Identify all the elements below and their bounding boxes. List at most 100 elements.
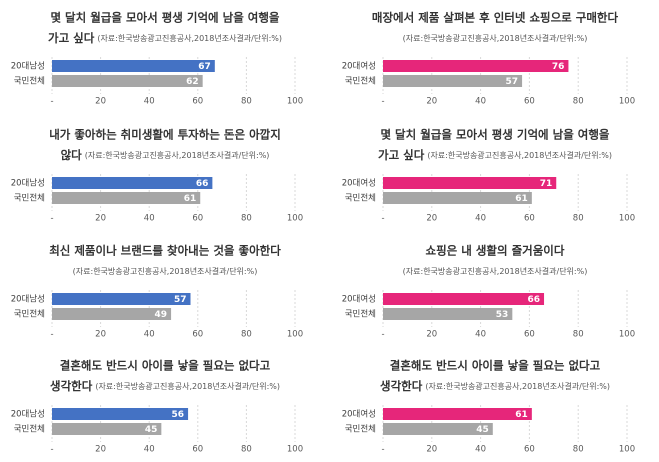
bar — [383, 308, 513, 320]
x-tick-label: 40 — [144, 330, 155, 340]
x-tick-label: 100 — [619, 97, 635, 107]
title-line: (자료:한국방송광고진흥공사,2018년조사결과/단위:%) — [73, 266, 258, 276]
bar — [52, 60, 215, 72]
x-tick-label: - — [381, 97, 384, 107]
chart-title: 않다 — [61, 148, 83, 162]
x-tick-label: 40 — [144, 445, 155, 455]
x-tick-label: 100 — [287, 214, 303, 224]
title-line: 생각한다 (자료:한국방송광고진흥공사,2018년조사결과/단위:%) — [380, 379, 610, 393]
x-tick-label: 80 — [241, 445, 252, 455]
x-tick-label: 80 — [241, 330, 252, 340]
x-tick-label: 60 — [524, 445, 535, 455]
category-label: 국민전체 — [14, 193, 45, 204]
x-tick-label: - — [50, 330, 53, 340]
bar — [52, 408, 189, 420]
category-label: 20대여성 — [342, 294, 376, 305]
source-note: (자료:한국방송광고진흥공사,2018년조사결과/단위:%) — [425, 381, 610, 391]
source-note: (자료:한국방송광고진흥공사,2018년조사결과/단위:%) — [403, 266, 588, 276]
value-label: 76 — [552, 62, 565, 72]
source-note: (자료:한국방송광고진흥공사,2018년조사결과/단위:%) — [85, 150, 270, 160]
source-note: (자료:한국방송광고진흥공사,2018년조사결과/단위:%) — [97, 33, 282, 43]
category-label: 국민전체 — [14, 309, 45, 320]
source-note: (자료:한국방송광고진흥공사,2018년조사결과/단위:%) — [403, 33, 588, 43]
chart-title: 쇼핑은 내 생활의 즐거움이다 — [426, 244, 565, 258]
bar — [52, 192, 201, 204]
x-tick-label: 20 — [95, 330, 106, 340]
x-tick-label: 100 — [619, 445, 635, 455]
title-line: 가고 싶다 (자료:한국방송광고진흥공사,2018년조사결과/단위:%) — [48, 31, 282, 45]
chart: 쇼핑은 내 생활의 즐거움이다 (자료:한국방송광고진흥공사,2018년조사결과/… — [342, 244, 635, 340]
category-label: 국민전체 — [14, 424, 45, 435]
bar — [52, 293, 191, 305]
value-label: 61 — [184, 194, 197, 204]
chart-title: 가고 싶다 — [378, 148, 425, 162]
value-label: 62 — [186, 77, 199, 87]
title-line: (자료:한국방송광고진흥공사,2018년조사결과/단위:%) — [403, 266, 588, 276]
category-label: 20대여성 — [342, 409, 376, 420]
value-label: 61 — [515, 410, 528, 420]
chart-title: 내가 좋아하는 취미생활에 투자하는 돈은 아깝지 — [49, 128, 281, 142]
value-label: 66 — [528, 295, 541, 305]
category-label: 20대남성 — [11, 410, 45, 420]
x-tick-label: 60 — [524, 97, 535, 107]
x-tick-label: 60 — [524, 214, 535, 224]
x-tick-label: - — [381, 214, 384, 224]
chart-title: 생각한다 — [50, 379, 93, 393]
x-tick-label: 20 — [95, 97, 106, 107]
value-label: 45 — [476, 425, 489, 435]
x-tick-label: 80 — [573, 214, 584, 224]
category-label: 국민전체 — [345, 76, 376, 87]
chart-title: 가고 싶다 — [48, 31, 95, 45]
category-label: 국민전체 — [345, 193, 376, 204]
value-label: 71 — [540, 179, 553, 189]
x-tick-label: - — [50, 97, 53, 107]
x-tick-label: 80 — [241, 214, 252, 224]
bar — [52, 423, 162, 435]
x-tick-label: 60 — [192, 330, 203, 340]
bar — [383, 192, 532, 204]
x-tick-label: 20 — [426, 97, 437, 107]
value-label: 45 — [145, 425, 158, 435]
x-tick-label: 100 — [287, 330, 303, 340]
value-label: 56 — [172, 410, 185, 420]
x-tick-label: 20 — [95, 445, 106, 455]
x-tick-label: 40 — [144, 97, 155, 107]
category-label: 국민전체 — [345, 424, 376, 435]
bar — [383, 423, 493, 435]
x-tick-label: 80 — [573, 330, 584, 340]
category-label: 20대남성 — [11, 179, 45, 189]
chart: 최신 제품이나 브랜드를 찾아내는 것을 좋아한다 (자료:한국방송광고진흥공사,… — [11, 244, 303, 340]
x-tick-label: - — [381, 330, 384, 340]
bar — [383, 293, 545, 305]
source-note: (자료:한국방송광고진흥공사,2018년조사결과/단위:%) — [95, 381, 280, 391]
bar — [52, 308, 172, 320]
chart-title: 생각한다 — [380, 379, 423, 393]
x-tick-label: 40 — [475, 97, 486, 107]
bar — [383, 408, 532, 420]
value-label: 57 — [174, 295, 187, 305]
x-tick-label: - — [50, 445, 53, 455]
x-tick-label: 60 — [192, 214, 203, 224]
x-tick-label: 20 — [426, 330, 437, 340]
chart-title: 매장에서 제품 살펴본 후 인터넷 쇼핑으로 구매한다 — [372, 11, 619, 25]
bar — [383, 60, 569, 72]
value-label: 67 — [198, 62, 211, 72]
title-line: (자료:한국방송광고진흥공사,2018년조사결과/단위:%) — [403, 33, 588, 43]
x-tick-label: 40 — [475, 445, 486, 455]
value-label: 61 — [515, 194, 528, 204]
category-label: 20대남성 — [11, 295, 45, 305]
category-label: 20대여성 — [342, 178, 376, 189]
x-tick-label: 100 — [287, 445, 303, 455]
x-tick-label: 20 — [426, 214, 437, 224]
value-label: 53 — [496, 310, 509, 320]
x-tick-label: 20 — [95, 214, 106, 224]
chart-title: 결혼해도 반드시 아이를 낳을 필요는 없다고 — [390, 359, 601, 373]
chart-title: 몇 달치 월급을 모아서 평생 기억에 남을 여행을 — [50, 11, 279, 25]
source-note: (자료:한국방송광고진흥공사,2018년조사결과/단위:%) — [427, 150, 612, 160]
value-label: 66 — [196, 179, 209, 189]
x-tick-label: 100 — [619, 330, 635, 340]
